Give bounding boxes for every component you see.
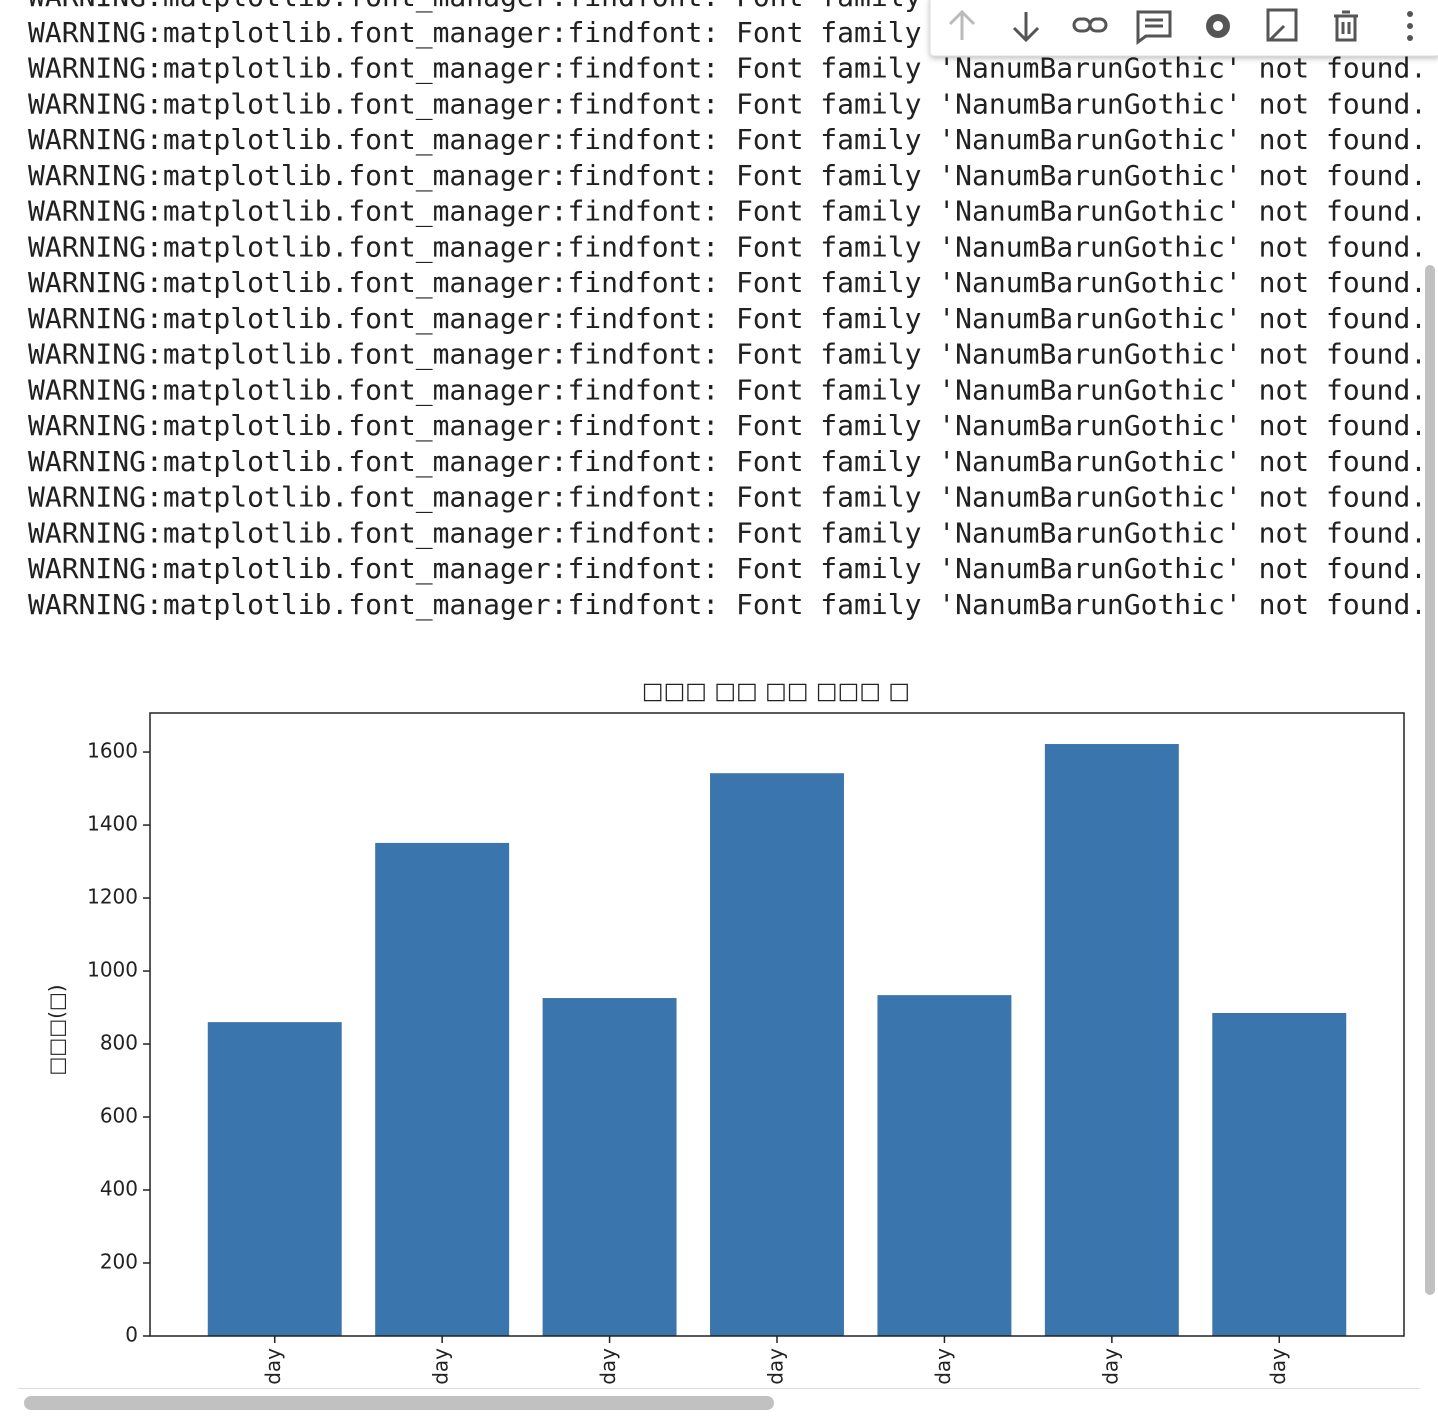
delete-button[interactable] [1334,10,1358,42]
x-tick-label: day [931,1348,955,1385]
vertical-scrollbar[interactable] [1425,265,1435,1295]
log-line: WARNING:matplotlib.font_manager:findfont… [28,266,1427,300]
x-tick-label: day [596,1348,620,1385]
comment-button[interactable] [1136,10,1172,45]
output-border [18,1388,1420,1389]
y-tick-label: 400 [100,1177,138,1201]
bar [1212,1013,1347,1336]
log-line: WARNING:matplotlib.font_manager:findfont… [28,52,1427,86]
cell-toolbar [929,0,1438,57]
bar [710,773,844,1336]
chart: □□□ □□ □□ □□□ □ □□□(□) 0 200 400 600 800 1000… [45,679,1405,1385]
horizontal-scrollbar[interactable] [24,1396,774,1410]
move-down-button[interactable] [1012,12,1040,43]
log-line: WARNING:matplotlib.font_manager:findfont… [28,87,1427,121]
plot-frame [149,712,1405,1337]
log-line: WARNING:matplotlib.font_manager:findfont… [28,516,1427,550]
bar [1044,744,1179,1336]
log-line: WARNING:matplotlib.font_manager:findfont… [28,338,1427,372]
x-tick-label: day [429,1348,453,1385]
y-tick-label: 800 [100,1031,138,1055]
y-tick-label: 1200 [87,885,138,909]
log-line: WARNING:matplotlib.font_manager:findfont… [28,373,1427,407]
chart-title: □□□ □□ □□ □□□ □ [642,679,910,705]
log-line: WARNING:matplotlib.font_manager:findfont… [28,552,1427,586]
log-line: WARNING:matplotlib.font_manager:findfont… [28,445,1427,479]
x-tick-label: day [1266,1348,1290,1385]
mirror-cell-button[interactable] [1266,8,1298,42]
log-line: WARNING:matplotlib.font_manager:findfont… [28,302,1427,336]
link-button[interactable] [1072,17,1108,33]
log-line: WARNING:matplotlib.font_manager:findfont… [28,230,1427,264]
y-tick-label: 200 [100,1250,138,1274]
y-tick-label: 1000 [87,958,138,982]
more-button[interactable] [1407,11,1413,41]
log-line: WARNING:matplotlib.font_manager:findfont… [28,123,1427,157]
x-tick-label: day [1098,1348,1122,1385]
x-tick-label: day [261,1348,285,1385]
bar [877,995,1012,1336]
y-tick-label: 0 [125,1323,138,1347]
log-line: WARNING:matplotlib.font_manager:findfont… [28,588,1427,622]
move-up-button[interactable] [948,9,976,40]
y-tick-label: 1400 [87,812,138,836]
log-line: WARNING:matplotlib.font_manager:findfont… [28,159,1427,193]
x-tick-label: day [764,1348,788,1385]
y-tick-label: 1600 [87,739,138,763]
bar [207,1022,342,1336]
y-tick-label: 600 [100,1104,138,1128]
log-line: WARNING:matplotlib.font_manager:findfont… [28,195,1427,229]
log-line: WARNING:matplotlib.font_manager:findfont… [28,481,1427,515]
bar [375,842,510,1336]
log-line: WARNING:matplotlib.font_manager:findfont… [28,409,1427,443]
log-output: WARNING:matplotlib.font_manager:findfont… [28,0,1427,622]
settings-button[interactable] [1206,14,1230,38]
y-axis-label: □□□(□) [45,984,69,1075]
bar [542,998,677,1336]
